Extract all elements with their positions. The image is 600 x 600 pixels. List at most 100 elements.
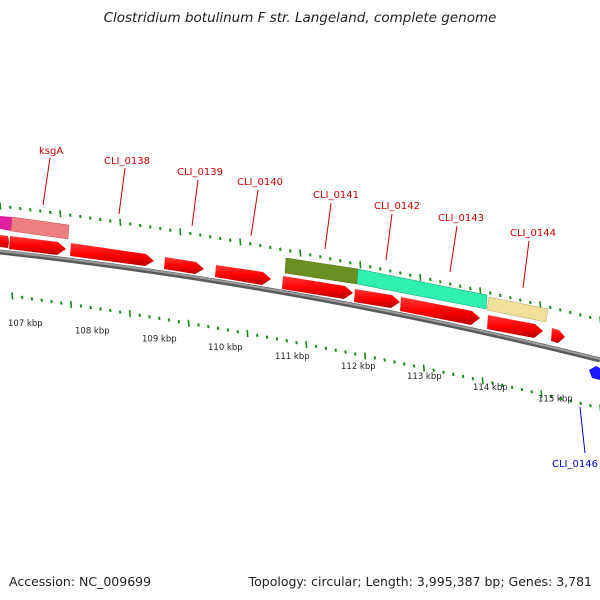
minor-tick — [109, 219, 112, 223]
minor-tick — [383, 358, 386, 362]
minor-tick — [369, 265, 372, 269]
major-tick — [179, 228, 182, 236]
cds-arrow[interactable] — [551, 328, 565, 343]
minor-tick — [199, 233, 202, 237]
minor-tick — [197, 323, 200, 327]
minor-tick — [158, 316, 161, 321]
major-tick — [119, 218, 122, 226]
gene-CLI-0146[interactable] — [589, 366, 600, 380]
minor-tick — [138, 313, 141, 317]
scale-label-row: 107 kbp 108 kbp 109 kbp 110 kbp 111 kbp 112 k… — [8, 319, 573, 405]
minor-tick — [449, 282, 452, 286]
minor-tick — [569, 310, 572, 315]
cds-arrow[interactable] — [487, 315, 543, 338]
minor-tick — [169, 228, 172, 232]
minor-tick — [549, 305, 552, 310]
minor-tick — [579, 313, 582, 317]
minor-tick — [285, 339, 288, 343]
cds-arrow[interactable] — [282, 276, 353, 299]
gene-CLI-0144[interactable] — [486, 296, 549, 323]
scale-label: 108 kbp — [75, 326, 110, 336]
minor-tick — [20, 295, 24, 300]
minor-tick — [550, 394, 553, 399]
cds-arrow[interactable] — [400, 297, 480, 325]
minor-tick — [373, 356, 377, 360]
major-tick — [364, 352, 367, 360]
minor-tick — [393, 360, 396, 364]
cds-arrow[interactable] — [215, 265, 271, 285]
gene-label-CLI-0139[interactable]: CLI_0139 — [177, 167, 223, 178]
major-tick — [0, 202, 2, 210]
minor-tick — [409, 273, 412, 277]
gene-label-CLI-0144[interactable]: CLI_0144 — [510, 228, 556, 239]
minor-tick — [79, 214, 82, 219]
cds-arrow[interactable] — [354, 289, 400, 308]
major-tick — [305, 340, 308, 349]
gene-label-CLI-0140[interactable]: CLI_0140 — [237, 177, 283, 188]
minor-tick — [403, 362, 406, 366]
cds-arrow[interactable] — [164, 257, 204, 274]
minor-tick — [519, 298, 522, 302]
minor-tick — [289, 249, 292, 253]
gene-label-CLI-0143[interactable]: CLI_0143 — [438, 213, 484, 224]
major-tick — [11, 292, 14, 300]
gene-CLI-0142[interactable] — [356, 268, 488, 310]
scale-label: 115 kbp — [538, 395, 573, 405]
gene-label-CLI-0141[interactable]: CLI_0141 — [313, 190, 359, 201]
minor-tick — [295, 340, 298, 345]
minor-tick — [265, 335, 269, 339]
gene-ksgA[interactable] — [10, 216, 70, 240]
minor-tick — [226, 328, 230, 332]
major-tick — [59, 210, 62, 218]
gene-label-group: ksgA CLI_0138 CLI_0139 CLI_0140 CLI_0141… — [39, 146, 598, 470]
minor-tick — [319, 255, 322, 259]
scale-label: 113 kbp — [407, 372, 442, 382]
minor-tick — [256, 333, 259, 338]
minor-tick — [118, 310, 122, 314]
minor-tick — [429, 277, 432, 282]
gene-label-CLI-0138[interactable]: CLI_0138 — [104, 156, 150, 167]
minor-tick — [189, 231, 192, 236]
minor-tick — [461, 374, 465, 379]
accession-text: Accession: NC_009699 — [9, 574, 152, 589]
cds-arrow-row — [0, 235, 565, 343]
major-tick — [481, 377, 484, 385]
minor-tick — [79, 304, 83, 308]
minor-tick — [219, 236, 222, 241]
minor-tick — [471, 376, 475, 381]
scale-label: 111 kbp — [275, 352, 310, 362]
minor-tick — [9, 205, 12, 209]
minor-tick — [249, 242, 252, 246]
major-tick — [422, 364, 425, 372]
genome-summary-text: Topology: circular; Length: 3,995,387 bp… — [248, 574, 592, 589]
minor-tick — [207, 324, 210, 329]
minor-tick — [442, 370, 445, 374]
major-tick — [419, 273, 422, 281]
major-tick — [299, 249, 302, 257]
minor-tick — [314, 344, 318, 349]
minor-tick — [39, 209, 42, 213]
minor-tick — [509, 296, 512, 300]
gene-magenta[interactable] — [0, 216, 12, 231]
minor-tick — [229, 238, 232, 242]
minor-tick — [569, 399, 573, 403]
minor-tick — [69, 213, 72, 217]
map-title: Clostridium botulinum F str. Langeland, … — [103, 10, 497, 26]
minor-tick — [379, 267, 382, 271]
minor-tick — [40, 298, 43, 302]
minor-tick — [579, 401, 582, 405]
minor-tick — [559, 396, 563, 401]
cds-arrow[interactable] — [9, 236, 66, 255]
cds-arrow[interactable] — [0, 235, 9, 248]
gene-label-CLI-0142[interactable]: CLI_0142 — [374, 201, 420, 212]
minor-tick — [177, 319, 181, 324]
gene-label-ksgA[interactable]: ksgA — [39, 146, 63, 157]
minor-tick — [501, 383, 504, 387]
minor-tick — [399, 271, 402, 275]
cds-arrow[interactable] — [70, 243, 154, 266]
major-tick — [70, 300, 73, 309]
upper-tick-row — [0, 202, 600, 324]
minor-tick — [459, 284, 462, 288]
minor-tick — [216, 326, 220, 331]
gene-label-CLI-0146[interactable]: CLI_0146 — [552, 459, 598, 470]
